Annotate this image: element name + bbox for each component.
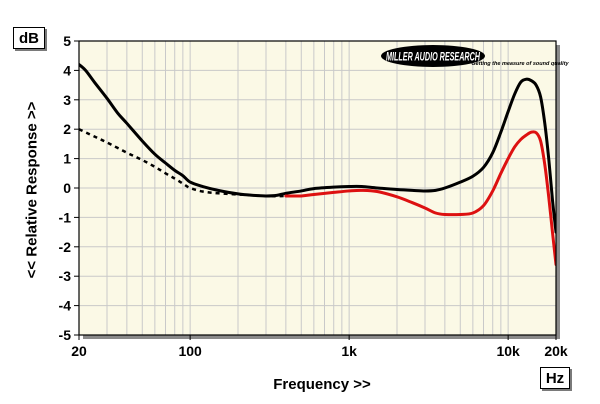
y-tick-label: 0 — [63, 180, 71, 196]
y-tick-label: 2 — [63, 121, 71, 137]
y-tick-label: 1 — [63, 151, 71, 167]
x-tick-label: 20k — [544, 343, 568, 359]
y-tick-labels: 5 4 3 2 1 0 -1 -2 -3 -4 -5 — [59, 33, 79, 343]
logo-tagline: Getting the measure of sound quality — [471, 61, 569, 67]
miller-audio-research-logo: MILLER AUDIO RESEARCH Getting the measur… — [381, 45, 570, 67]
x-unit-label: Hz — [540, 367, 570, 389]
series-line-3 — [284, 130, 556, 266]
y-tick-label: 3 — [63, 92, 71, 108]
x-tick-label: 1k — [341, 343, 357, 359]
x-tick-label: 20 — [71, 343, 87, 359]
y-tick-label: -4 — [59, 298, 72, 314]
series-line-1 — [79, 63, 556, 234]
series-line-2 — [79, 128, 286, 198]
y-tick-label: -1 — [59, 209, 72, 225]
x-axis-label: Frequency >> — [273, 376, 371, 393]
grid — [79, 41, 556, 335]
y-tick-label: 4 — [63, 62, 71, 78]
x-tick-label: 10k — [496, 343, 520, 359]
x-tick-label: 100 — [178, 343, 202, 359]
y-tick-label: -5 — [59, 327, 72, 343]
x-tick-labels: 20 100 1k 10k 20k — [71, 335, 568, 359]
y-tick-label: -3 — [59, 268, 72, 284]
y-tick-label: -2 — [59, 239, 72, 255]
y-tick-label: 5 — [63, 33, 71, 49]
y-unit-label: dB — [13, 27, 45, 49]
logo-main-text: MILLER AUDIO RESEARCH — [386, 50, 480, 64]
series-group — [79, 63, 556, 266]
